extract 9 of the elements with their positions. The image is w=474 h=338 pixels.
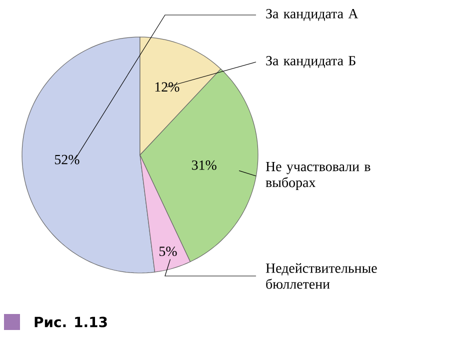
- data-label: 31%: [192, 160, 216, 170]
- data-label: 52%: [55, 154, 80, 164]
- text: Рис. 1.13: [34, 316, 107, 328]
- data-label: 5%: [160, 246, 177, 256]
- slice-label: Не участвовали в выборах: [266, 162, 370, 190]
- slice-label: За кандидата А: [266, 9, 358, 21]
- slice-label: За кандидата Б: [266, 56, 356, 68]
- slice-label: Недействительные бюллетени: [266, 263, 377, 289]
- data-label: 12%: [155, 82, 180, 92]
